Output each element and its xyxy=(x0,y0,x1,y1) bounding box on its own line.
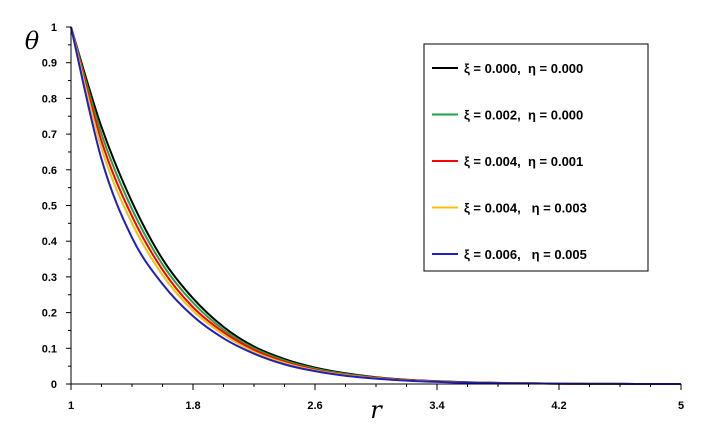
x-tick-label: 4.2 xyxy=(551,400,566,412)
x-tick-label: 2.6 xyxy=(307,400,322,412)
x-tick-label: 5 xyxy=(678,400,684,412)
x-tick-label: 1 xyxy=(68,400,74,412)
y-tick-label: 0.1 xyxy=(42,343,57,355)
y-tick-label: 0.7 xyxy=(42,129,57,141)
x-tick-label: 3.4 xyxy=(429,400,445,412)
x-axis-label: r xyxy=(370,396,383,424)
legend-label-5: ξ = 0.006, η = 0.005 xyxy=(464,247,587,262)
legend-label-4: ξ = 0.004, η = 0.003 xyxy=(464,201,587,216)
y-tick-label: 0.8 xyxy=(42,93,57,105)
y-tick-label: 0.6 xyxy=(42,165,57,177)
y-tick-label: 0 xyxy=(51,379,57,391)
legend: ξ = 0.000, η = 0.000 ξ = 0.002, η = 0.000… xyxy=(423,43,649,272)
y-tick-label: 0.5 xyxy=(42,201,57,213)
y-axis-label: θ xyxy=(25,27,40,55)
legend-label-2: ξ = 0.002, η = 0.000 xyxy=(464,108,583,123)
legend-label-1: ξ = 0.000, η = 0.000 xyxy=(464,61,583,76)
ticks: 1 1.8 2.6 3.4 4.2 5 0 0.1 0.2 0.3 0.4 0.5 0.6 0.7 0.8 0… xyxy=(42,22,684,412)
y-tick-label: 1 xyxy=(51,22,57,34)
y-tick-label: 0.4 xyxy=(42,236,58,248)
legend-label-3: ξ = 0.004, η = 0.001 xyxy=(464,154,583,169)
y-tick-label: 0.3 xyxy=(42,272,57,284)
y-tick-label: 0.9 xyxy=(42,58,57,70)
x-tick-label: 1.8 xyxy=(185,400,200,412)
legend-box xyxy=(423,43,649,272)
y-tick-label: 0.2 xyxy=(42,308,57,320)
